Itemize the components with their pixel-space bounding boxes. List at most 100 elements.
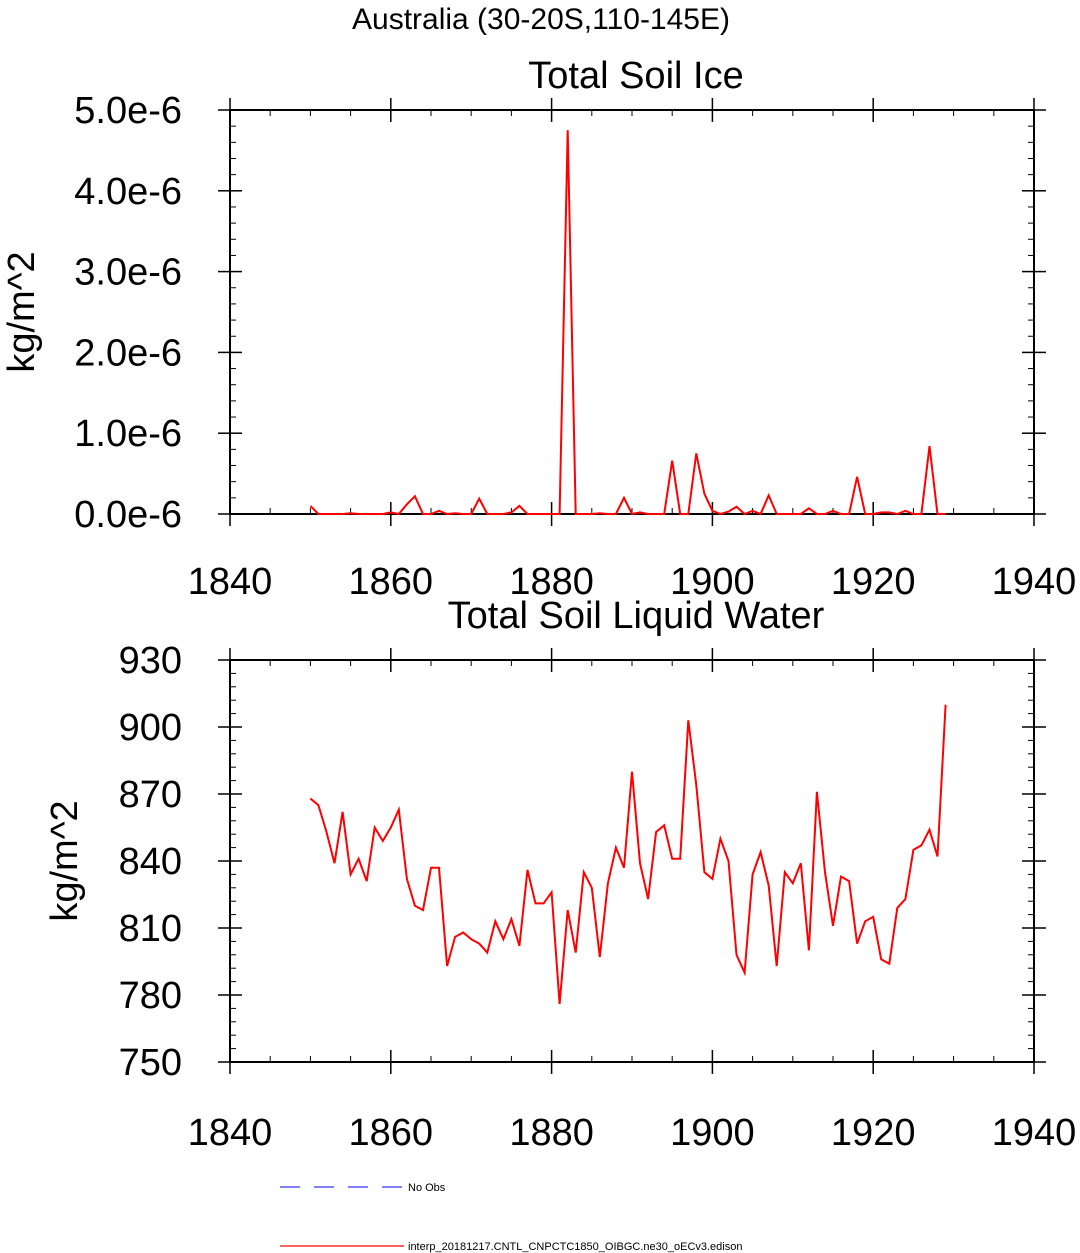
data-point	[840, 513, 842, 515]
data-point	[824, 871, 826, 873]
x-tick-label: 1840	[188, 1112, 273, 1154]
data-point	[671, 460, 673, 462]
data-point	[719, 838, 721, 840]
data-point	[736, 954, 738, 956]
data-point	[920, 513, 922, 515]
data-point	[784, 871, 786, 873]
data-point	[639, 862, 641, 864]
chart-panel-soil-liquid-water: Total Soil Liquid Water18401860188019001…	[44, 595, 1076, 1154]
data-point	[832, 925, 834, 927]
data-point	[583, 513, 585, 515]
data-point	[671, 858, 673, 860]
series-line	[310, 130, 945, 514]
series-line	[310, 705, 945, 1004]
y-axis-label: kg/m^2	[1, 251, 43, 372]
y-tick-label: 810	[119, 908, 182, 950]
x-tick-label: 1860	[349, 1112, 434, 1154]
x-tick-label: 1840	[188, 561, 273, 603]
y-tick-label: 870	[119, 774, 182, 816]
data-point	[760, 851, 762, 853]
data-point	[784, 513, 786, 515]
data-point	[800, 862, 802, 864]
data-point	[543, 902, 545, 904]
data-point	[567, 909, 569, 911]
chart-title: Total Soil Liquid Water	[448, 595, 825, 637]
data-point	[422, 513, 424, 515]
data-point	[599, 956, 601, 958]
data-point	[607, 513, 609, 515]
data-point	[374, 827, 376, 829]
data-point	[462, 513, 464, 515]
data-point	[912, 849, 914, 851]
data-point	[543, 513, 545, 515]
data-point	[647, 898, 649, 900]
data-point	[583, 871, 585, 873]
data-point	[390, 511, 392, 513]
data-point	[800, 513, 802, 515]
data-point	[768, 494, 770, 496]
data-point	[776, 965, 778, 967]
data-point	[382, 513, 384, 515]
data-point	[727, 511, 729, 513]
data-point	[719, 513, 721, 515]
data-point	[920, 844, 922, 846]
data-point	[816, 791, 818, 793]
data-point	[567, 129, 569, 131]
data-point	[760, 513, 762, 515]
data-point	[912, 513, 914, 515]
data-point	[904, 510, 906, 512]
data-point	[470, 938, 472, 940]
data-point	[727, 860, 729, 862]
chart-title: Total Soil Ice	[528, 55, 743, 97]
data-point	[945, 513, 947, 515]
y-tick-label: 750	[119, 1042, 182, 1084]
data-point	[309, 505, 311, 507]
data-point	[856, 476, 858, 478]
data-point	[832, 510, 834, 512]
plot-frame	[230, 660, 1034, 1062]
data-point	[486, 952, 488, 954]
data-point	[663, 513, 665, 515]
y-axis-label: kg/m^2	[44, 800, 86, 921]
data-point	[808, 507, 810, 509]
data-point	[888, 511, 890, 513]
data-point	[334, 862, 336, 864]
data-point	[575, 513, 577, 515]
data-point	[342, 811, 344, 813]
data-point	[639, 511, 641, 513]
data-point	[848, 513, 850, 515]
data-point	[518, 945, 520, 947]
chart-panel-soil-ice: Total Soil Ice1840186018801900192019400.…	[1, 55, 1076, 603]
y-tick-label: 780	[119, 975, 182, 1017]
data-point	[631, 513, 633, 515]
data-point	[486, 513, 488, 515]
data-point	[575, 952, 577, 954]
region-title: Australia (30-20S,110-145E)	[352, 3, 730, 36]
data-point	[752, 873, 754, 875]
data-point	[752, 510, 754, 512]
data-point	[526, 869, 528, 871]
data-point	[414, 495, 416, 497]
y-tick-label: 2.0e-6	[74, 332, 182, 374]
data-point	[872, 513, 874, 515]
y-tick-label: 900	[119, 707, 182, 749]
data-point	[358, 858, 360, 860]
data-point	[309, 797, 311, 799]
data-point	[880, 958, 882, 960]
plot-frame	[230, 110, 1034, 514]
data-point	[446, 513, 448, 515]
data-point	[937, 856, 939, 858]
data-point	[864, 920, 866, 922]
data-point	[928, 445, 930, 447]
data-point	[711, 878, 713, 880]
y-tick-label: 930	[119, 640, 182, 682]
data-point	[342, 513, 344, 515]
data-point	[535, 513, 537, 515]
data-point	[808, 949, 810, 951]
data-point	[776, 513, 778, 515]
data-point	[325, 831, 327, 833]
data-point	[350, 873, 352, 875]
data-point	[334, 513, 336, 515]
x-tick-label: 1880	[509, 1112, 594, 1154]
